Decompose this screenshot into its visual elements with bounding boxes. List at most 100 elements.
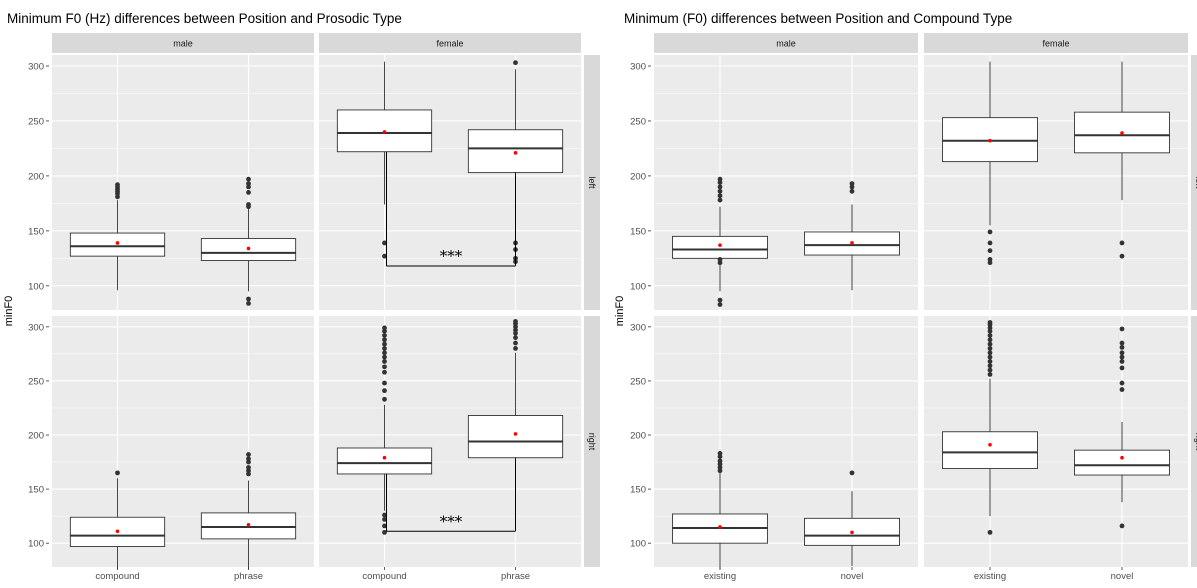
panel-background xyxy=(924,55,1188,310)
facet-label-male: male xyxy=(173,39,193,49)
outlier-point xyxy=(382,350,387,356)
y-tick-label: 150 xyxy=(28,226,44,237)
panel-background xyxy=(52,55,314,310)
outlier-point xyxy=(115,182,120,188)
y-tick-label: 300 xyxy=(28,322,44,333)
mean-point xyxy=(513,151,518,155)
outlier-point xyxy=(1119,354,1125,360)
outlier-point xyxy=(382,512,387,518)
facet-strip-male xyxy=(52,33,314,53)
outlier-point xyxy=(1119,523,1125,529)
y-tick-label: 250 xyxy=(28,116,44,127)
panel-male-right: compound phrase xyxy=(52,316,314,582)
panel-male-left xyxy=(654,55,918,310)
outlier-point xyxy=(1119,365,1125,371)
x-tick-label: phrase xyxy=(501,571,530,582)
box-phrase xyxy=(467,319,564,510)
outlier-point xyxy=(717,197,723,203)
outlier-point xyxy=(513,346,518,351)
mean-point xyxy=(246,246,251,251)
mean-point xyxy=(382,455,387,460)
box-iqr xyxy=(467,129,564,174)
y-tick-label: 100 xyxy=(630,281,646,292)
y-tick-label: 150 xyxy=(630,226,646,237)
y-tick-label: 100 xyxy=(630,539,646,550)
box-existing xyxy=(942,320,1038,535)
outlier-point xyxy=(987,257,993,262)
x-tick-label: compound xyxy=(362,571,406,582)
y-tick-label: 200 xyxy=(630,431,646,442)
mean-point xyxy=(988,138,992,143)
outlier-point xyxy=(382,240,387,246)
outlier-point xyxy=(717,176,723,182)
facet-label-left: left xyxy=(1194,176,1197,189)
outlier-point xyxy=(513,335,518,341)
outlier-point xyxy=(849,188,855,194)
box-phrase xyxy=(200,176,297,306)
outlier-point xyxy=(382,333,387,338)
outlier-point xyxy=(987,341,993,347)
mean-point xyxy=(1120,131,1124,135)
y-tick-label: 200 xyxy=(630,171,646,182)
outlier-point xyxy=(382,354,387,360)
outlier-point xyxy=(849,470,855,476)
mean-point xyxy=(850,530,854,535)
box-iqr xyxy=(336,447,433,475)
outlier-point xyxy=(513,60,518,66)
y-tick-label: 250 xyxy=(630,376,646,387)
box-iqr xyxy=(467,415,564,459)
mean-point xyxy=(513,432,518,436)
x-tick-label: novel xyxy=(841,571,864,582)
outlier-point xyxy=(1119,387,1125,392)
y-tick-label: 250 xyxy=(28,376,44,387)
facet-strip-female xyxy=(319,33,581,53)
chart-1: Minimum F0 (Hz) differences between Posi… xyxy=(3,11,600,582)
significance-bracket: *** xyxy=(386,151,516,267)
outlier-point xyxy=(717,302,723,307)
y-tick-label: 300 xyxy=(630,322,646,333)
outlier-point xyxy=(987,354,993,360)
mean-point xyxy=(1120,455,1124,460)
box-novel xyxy=(1074,61,1170,259)
outlier-point xyxy=(1119,340,1125,346)
x-tick-label: novel xyxy=(1111,571,1134,582)
panel-background xyxy=(654,55,918,310)
outlier-point xyxy=(987,363,993,369)
outlier-point xyxy=(987,529,993,535)
facet-label-male: male xyxy=(776,39,796,49)
outlier-point xyxy=(246,202,251,207)
outlier-point xyxy=(1119,359,1125,364)
panel-female-left: *** xyxy=(319,55,581,310)
box-iqr xyxy=(1074,449,1170,476)
y-tick-label: 250 xyxy=(630,116,646,127)
x-tick-label: existing xyxy=(974,571,1006,582)
box-compound xyxy=(69,182,166,291)
outlier-point xyxy=(382,364,387,370)
outlier-point xyxy=(987,240,993,246)
outlier-point xyxy=(1119,240,1125,246)
box-phrase xyxy=(467,60,564,265)
outlier-point xyxy=(382,253,387,259)
significance-label: *** xyxy=(440,512,463,530)
panel-female-right: existing novel xyxy=(924,316,1188,582)
outlier-point xyxy=(987,248,993,254)
y-tick-label: 100 xyxy=(28,281,44,292)
box-compound xyxy=(336,325,433,535)
outlier-point xyxy=(849,181,855,186)
y-axis-label: minF0 xyxy=(614,296,626,327)
x-tick-label: phrase xyxy=(234,571,263,582)
facet-label-female: female xyxy=(1042,39,1069,49)
box-existing xyxy=(672,451,768,570)
outlier-point xyxy=(382,380,387,386)
outlier-point xyxy=(987,333,993,338)
mean-point xyxy=(988,442,992,447)
y-tick-label: 100 xyxy=(28,539,44,550)
outlier-point xyxy=(246,452,251,457)
outlier-point xyxy=(382,396,387,402)
facet-label-left: left xyxy=(587,176,597,189)
panel-male-right: existing novel xyxy=(654,316,918,582)
mean-point xyxy=(382,130,387,134)
outlier-point xyxy=(1119,326,1125,332)
outlier-point xyxy=(382,359,387,364)
